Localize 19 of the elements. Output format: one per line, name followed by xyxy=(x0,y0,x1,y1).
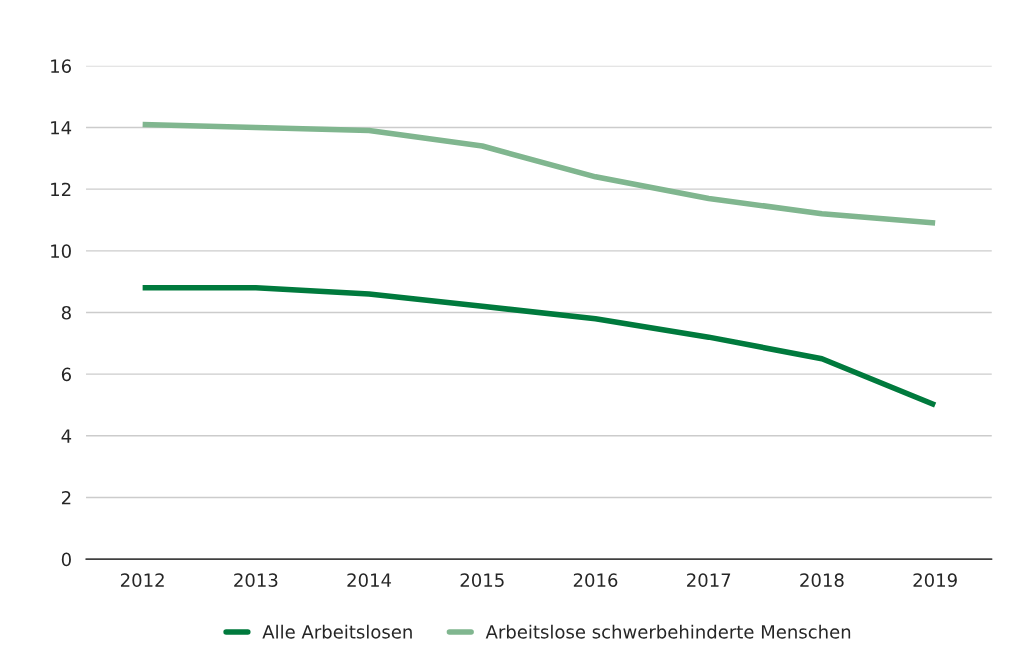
y-tick-label: 10 xyxy=(51,244,71,258)
x-tick-label: 2015 xyxy=(460,573,504,587)
legend-label: Alle Arbeitslosen xyxy=(262,624,412,639)
y-tick-label: 16 xyxy=(51,59,71,73)
y-tick-label: 0 xyxy=(61,552,71,567)
x-tick-label: 2014 xyxy=(347,573,392,587)
y-tick-label: 6 xyxy=(61,367,71,382)
x-tick-label: 2018 xyxy=(800,573,844,587)
legend-label: Arbeitslose schwerbehinderte Menschen xyxy=(485,624,851,639)
x-tick-label: 2013 xyxy=(234,573,278,587)
y-tick-label: 4 xyxy=(61,429,72,443)
y-tick-label: 12 xyxy=(51,182,71,197)
x-tick-label: 2012 xyxy=(120,573,164,587)
y-tick-label: 2 xyxy=(61,490,71,505)
x-tick-label: 2017 xyxy=(687,573,731,587)
y-tick-label: 8 xyxy=(61,305,71,320)
y-tick-label: 14 xyxy=(51,121,72,135)
x-tick-label: 2019 xyxy=(913,573,957,587)
x-tick-label: 2016 xyxy=(573,573,618,587)
